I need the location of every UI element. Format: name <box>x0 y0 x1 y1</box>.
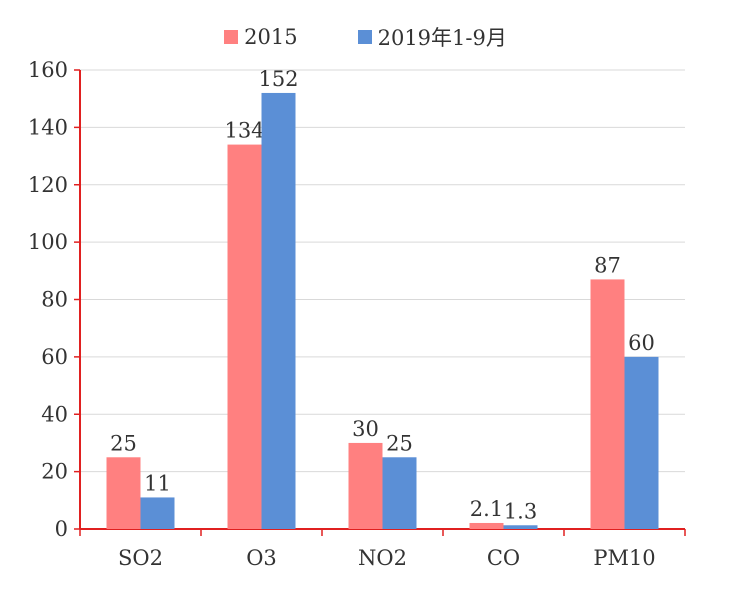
data-label: 1.3 <box>504 499 537 523</box>
y-tick-label: 120 <box>28 173 68 197</box>
y-tick-label: 80 <box>41 288 68 312</box>
data-label: 87 <box>594 253 621 277</box>
bar-2019年1-9月-CO <box>503 525 538 529</box>
y-tick-label: 160 <box>28 58 68 82</box>
data-label: 134 <box>224 119 264 143</box>
legend: 2015 2019年1-9月 <box>0 22 731 52</box>
bar-2019年1-9月-PM10 <box>624 356 659 529</box>
bar-2015-PM10 <box>590 279 625 529</box>
legend-label-2019: 2019年1-9月 <box>377 26 507 50</box>
legend-swatch-2019 <box>357 30 372 44</box>
x-tick-label: SO2 <box>118 546 163 570</box>
bar-2015-NO2 <box>348 442 383 529</box>
bar-2019年1-9月-O3 <box>261 92 296 529</box>
data-label: 11 <box>144 471 171 495</box>
y-tick-label: 100 <box>28 230 68 254</box>
legend-label-2015: 2015 <box>244 25 298 49</box>
legend-swatch-2015 <box>224 30 239 44</box>
x-tick-label: CO <box>487 546 520 570</box>
x-tick-label: NO2 <box>358 546 407 570</box>
bar-2015-O3 <box>227 144 262 529</box>
bar-2015-SO2 <box>106 457 141 529</box>
data-label: 152 <box>258 67 298 91</box>
legend-item-2019: 2019年1-9月 <box>357 22 507 52</box>
data-label: 60 <box>628 331 655 355</box>
y-tick-label: 0 <box>55 517 68 541</box>
legend-item-2015: 2015 <box>224 22 298 52</box>
data-label: 25 <box>386 431 413 455</box>
bar-2019年1-9月-SO2 <box>140 497 175 529</box>
bar-2019年1-9月-NO2 <box>382 457 417 529</box>
y-tick-label: 20 <box>41 460 68 484</box>
y-tick-label: 40 <box>41 402 68 426</box>
y-tick-label: 60 <box>41 345 68 369</box>
data-label: 2.1 <box>470 497 503 521</box>
x-tick-label: O3 <box>246 546 277 570</box>
x-tick-label: PM10 <box>593 546 655 570</box>
bar-2015-CO <box>469 522 504 529</box>
data-label: 30 <box>352 417 379 441</box>
data-label: 25 <box>110 431 137 455</box>
y-tick-label: 140 <box>28 115 68 139</box>
